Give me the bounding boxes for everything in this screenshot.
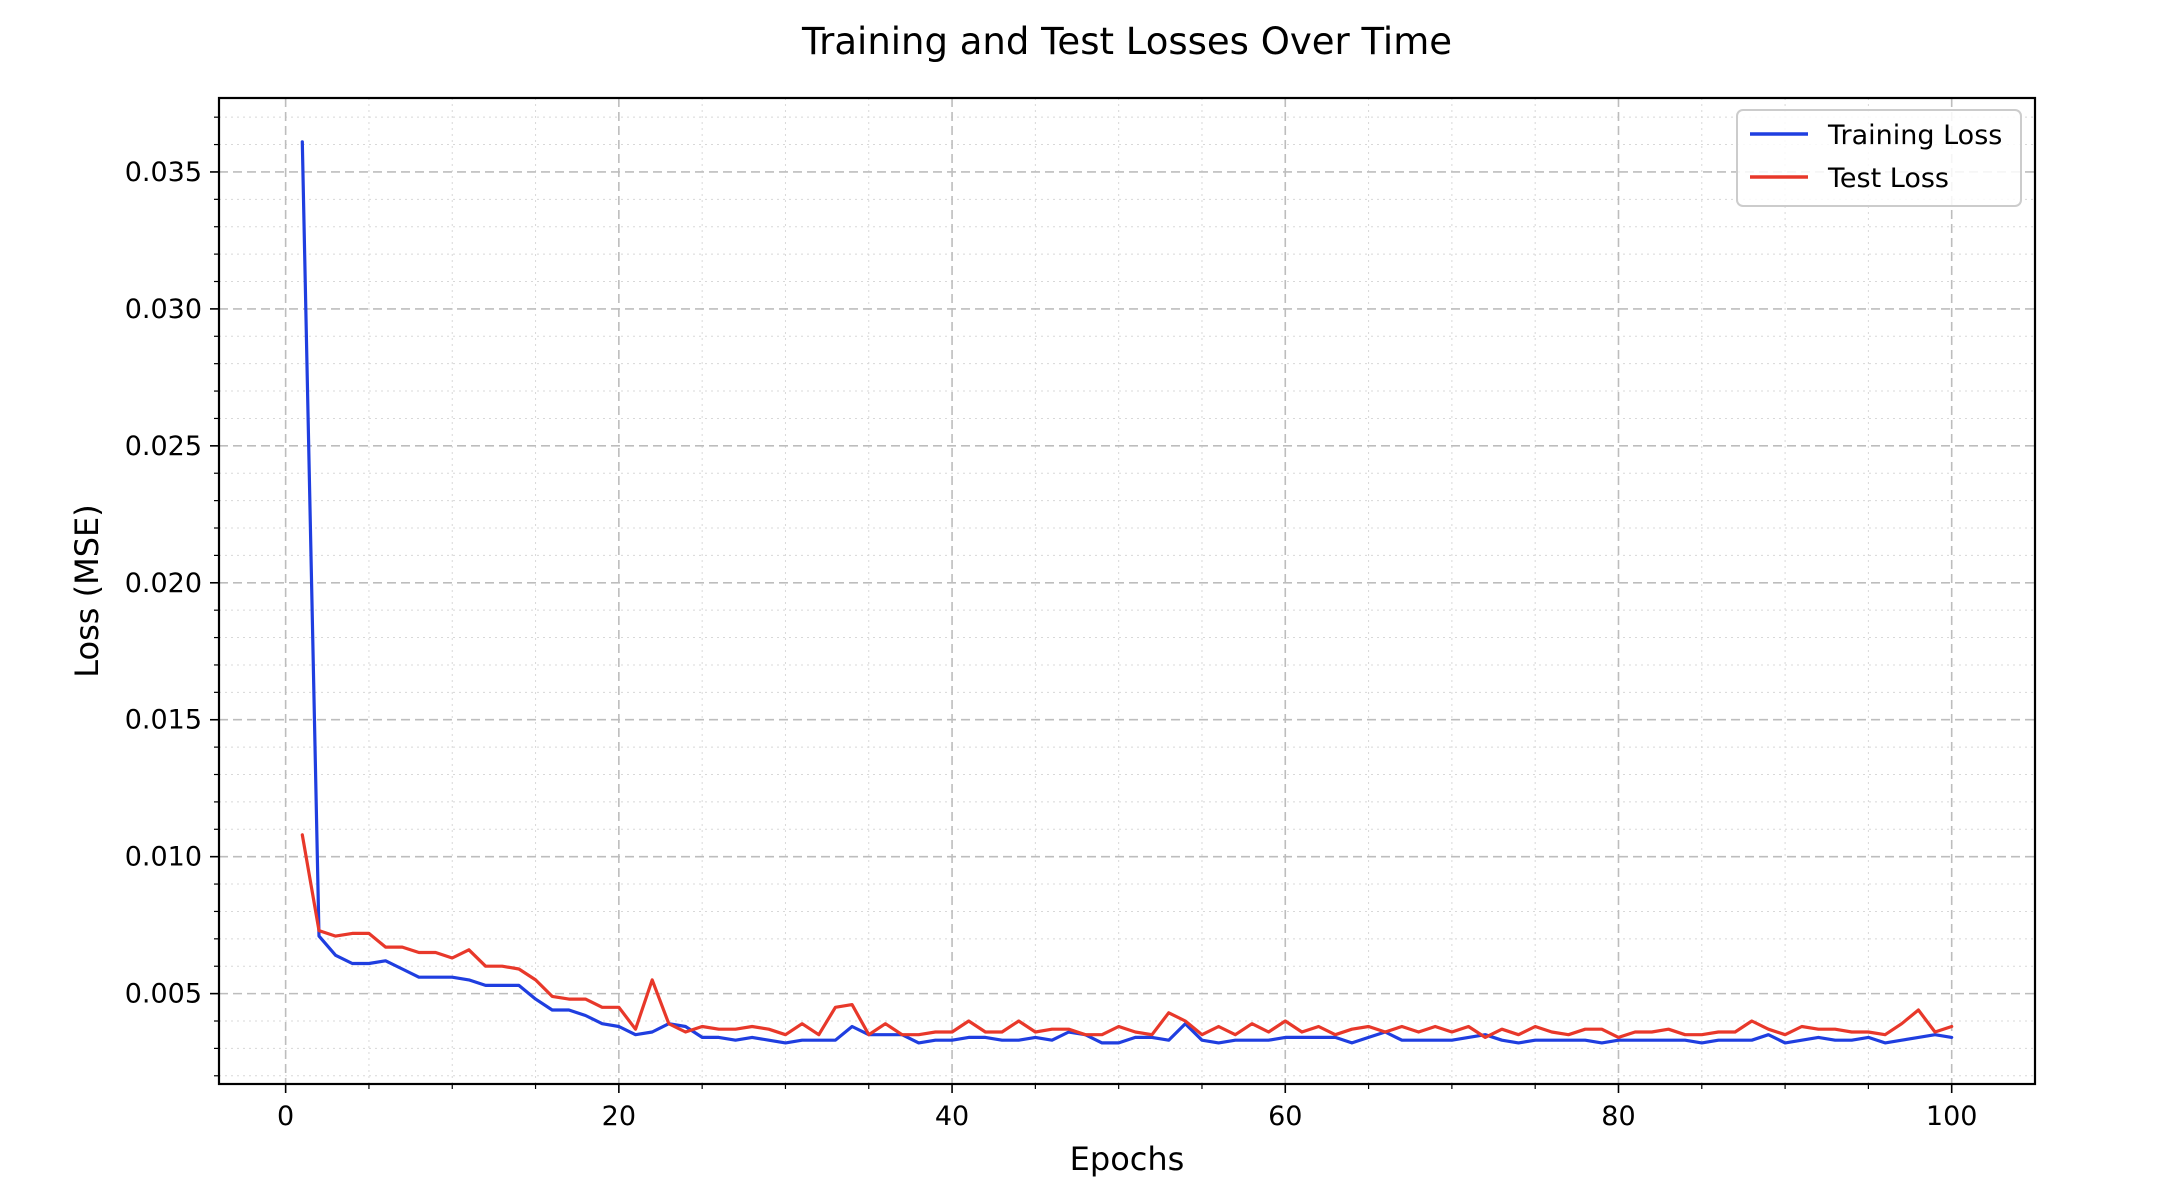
y-axis-label: Loss (MSE) xyxy=(68,504,106,677)
grid xyxy=(219,98,2035,1084)
x-tick-label: 100 xyxy=(1926,1101,1978,1132)
series-line-training-loss xyxy=(300,140,1954,1045)
series-line-test-loss xyxy=(300,833,1954,1040)
x-tick-label: 20 xyxy=(602,1101,636,1132)
legend-label-test-loss: Test Loss xyxy=(1827,163,1949,194)
x-tick-label: 0 xyxy=(277,1101,294,1132)
y-tick-label: 0.005 xyxy=(125,979,202,1010)
y-tick-label: 0.030 xyxy=(125,294,202,325)
x-tick-label: 80 xyxy=(1601,1101,1635,1132)
y-tick-label: 0.035 xyxy=(125,157,202,188)
y-tick-label: 0.010 xyxy=(125,842,202,873)
x-axis-label: Epochs xyxy=(1070,1140,1185,1178)
y-tick-label: 0.025 xyxy=(125,431,202,462)
legend: Training Loss Test Loss xyxy=(1736,109,2022,207)
y-tick-label: 0.015 xyxy=(125,705,202,736)
legend-label-training-loss: Training Loss xyxy=(1827,120,2002,151)
x-tick-label: 40 xyxy=(935,1101,969,1132)
plot-frame xyxy=(217,96,2037,1086)
chart-title: Training and Test Losses Over Time xyxy=(801,20,1452,63)
series-layer xyxy=(300,140,1954,1045)
tick-layer: 0 20 40 60 80 100 0.005 0.010 0.015 0.020 0.025 0.0… xyxy=(125,116,1978,1132)
x-tick-label: 60 xyxy=(1268,1101,1302,1132)
y-tick-label: 0.020 xyxy=(125,568,202,599)
